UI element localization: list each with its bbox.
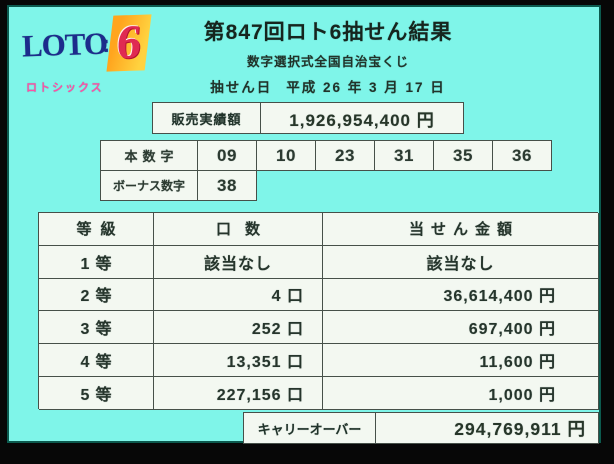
carryover-label: キャリーオーバー [244, 413, 376, 443]
sales-total-amount: 1,926,954,400 円 [289, 110, 435, 130]
prize-header-amount: 当せん金額 [323, 213, 599, 246]
draw-date-line: 抽せん日 平成 26 年 3 月 17 日 [148, 76, 508, 96]
main-numbers-row: 本数字 09 10 23 31 35 36 [100, 140, 552, 171]
main-number-1: 09 [197, 140, 257, 171]
bonus-number: 38 [197, 170, 257, 201]
drawn-numbers-table: 本数字 09 10 23 31 35 36 ボーナス数字 38 [100, 140, 552, 201]
logo-six-number: 6 [115, 15, 144, 70]
prize-row-units: 該当なし [154, 245, 323, 279]
prize-row-rank: 2等 [39, 278, 154, 312]
prize-row-rank: 1等 [39, 245, 154, 279]
prize-header-rank: 等級 [39, 213, 154, 246]
prize-row-amount: 11,600 円 [323, 344, 599, 377]
logo-word: LOTO [21, 25, 108, 64]
prize-row-rank: 3等 [39, 311, 154, 345]
logo-six-badge: 6 [106, 14, 152, 72]
draw-date-label: 抽せん日 [210, 80, 273, 95]
page-subtitle: 数字選択式全国自治宝くじ [246, 55, 409, 69]
main-number-5: 35 [433, 140, 493, 171]
main-number-2: 10 [256, 140, 316, 171]
prize-row-units: 227,156 口 [154, 376, 323, 410]
logo-subtext: ロトシックス [26, 82, 104, 94]
carryover-amount: 294,769,911 円 [454, 418, 586, 439]
prize-header-units: 口数 [154, 213, 323, 246]
sales-total-box: 販売実績額 1,926,954,400 円 [152, 102, 464, 134]
results-screen: LOTO : 6 ロトシックス 第847回ロト6抽せん結果 数字選択式全国自治宝… [7, 5, 601, 444]
main-number-4: 31 [374, 140, 434, 171]
main-number-3: 23 [315, 140, 375, 171]
prize-row-units: 13,351 口 [154, 344, 323, 377]
page-title: 第847回ロト6抽せん結果 [203, 21, 453, 44]
prize-row-amount: 697,400 円 [323, 311, 599, 345]
loto6-logo: LOTO : 6 ロトシックス [18, 13, 152, 97]
prize-row-amount: 36,614,400 円 [323, 278, 599, 312]
prize-table: 等級 口数 当せん金額 1等 該当なし 該当なし 2等 4 口 36,614,4… [38, 212, 599, 410]
main-number-6: 36 [492, 140, 552, 171]
carryover-box: キャリーオーバー 294,769,911 円 [243, 412, 599, 444]
bonus-number-row: ボーナス数字 38 [100, 170, 552, 201]
sales-total-label: 販売実績額 [153, 103, 261, 133]
prize-row-units: 4 口 [154, 278, 323, 312]
draw-date-value: 平成 26 年 3 月 17 日 [286, 80, 446, 95]
prize-row-rank: 5等 [39, 376, 154, 410]
prize-row-amount: 該当なし [323, 245, 599, 279]
prize-row-units: 252 口 [154, 311, 323, 345]
prize-row-amount: 1,000 円 [323, 376, 599, 410]
main-numbers-label: 本数字 [100, 140, 198, 171]
bonus-number-label: ボーナス数字 [100, 170, 198, 201]
prize-row-rank: 4等 [39, 344, 154, 377]
